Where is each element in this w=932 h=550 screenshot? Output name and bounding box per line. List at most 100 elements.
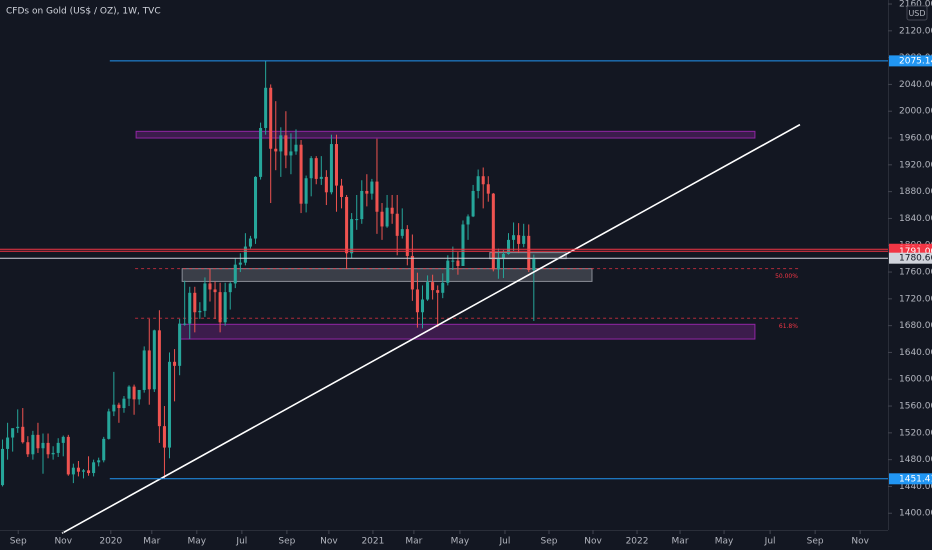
price-label: 1780.66 xyxy=(899,254,932,264)
candle-body xyxy=(380,211,384,227)
candle-body xyxy=(340,185,344,197)
price-label-box xyxy=(889,55,932,67)
y-tick-label: 1560.00 xyxy=(899,402,932,412)
candle-body xyxy=(501,253,505,258)
x-tick-label: 2022 xyxy=(626,537,649,547)
candle-body xyxy=(451,260,455,262)
candle-body xyxy=(481,176,485,185)
y-tick-label: 2040.00 xyxy=(899,80,932,90)
y-tick-label: 1480.00 xyxy=(899,455,932,465)
unit-box[interactable] xyxy=(906,5,928,21)
candle-body xyxy=(137,389,141,400)
x-tick-label: Sep xyxy=(807,537,824,547)
candle-body xyxy=(486,184,490,194)
candle-body xyxy=(329,144,333,193)
y-tick-label: 2120.00 xyxy=(899,26,932,36)
candle-body xyxy=(426,282,430,300)
candle-body xyxy=(11,428,15,438)
candle-body xyxy=(410,255,414,290)
candle-body xyxy=(61,436,65,443)
x-tick-label: 2021 xyxy=(361,537,384,547)
plot-area: 50.00% 61.8% xyxy=(0,60,888,535)
candle-body xyxy=(385,207,389,227)
candle-body xyxy=(466,216,470,225)
candle-body xyxy=(289,151,293,156)
x-tick-label: Jul xyxy=(499,537,511,547)
candle-body xyxy=(26,442,30,455)
zone xyxy=(179,323,756,340)
candle-body xyxy=(51,452,55,455)
price-label-box xyxy=(889,473,932,485)
candle-body xyxy=(223,292,227,323)
candle-body xyxy=(395,213,399,236)
candle-body xyxy=(107,411,111,439)
y-tick-label: 1680.00 xyxy=(899,321,932,331)
x-tick-label: Nov xyxy=(851,537,869,547)
candle-body xyxy=(264,87,268,128)
candle-body xyxy=(147,350,151,390)
candle-body xyxy=(6,437,10,449)
candle-body xyxy=(162,426,166,448)
y-tick-label: 1400.00 xyxy=(899,509,932,519)
candle-body xyxy=(324,176,328,193)
candle-body xyxy=(31,434,35,455)
candle-body xyxy=(198,310,202,313)
candle-body xyxy=(21,426,25,443)
x-tick-label: May xyxy=(451,537,470,547)
candle-body xyxy=(279,135,283,152)
y-tick-label: 1440.00 xyxy=(899,482,932,492)
candle-body xyxy=(274,148,278,152)
candle-body xyxy=(97,460,101,463)
candle-body xyxy=(46,442,50,455)
candle-body xyxy=(355,219,359,221)
candle-body xyxy=(228,283,232,293)
price-label: 2075.14 xyxy=(899,56,932,66)
y-tick-label: 1720.00 xyxy=(899,294,932,304)
candle-body xyxy=(152,330,156,390)
x-tick-label: Mar xyxy=(405,537,422,547)
x-tick-label: Mar xyxy=(143,537,160,547)
x-tick-label: Sep xyxy=(541,537,558,547)
x-tick-label: Jul xyxy=(764,537,776,547)
x-tick-label: Mar xyxy=(672,537,689,547)
price-label: 1791.00 xyxy=(899,247,932,257)
candle-body xyxy=(319,176,323,179)
candle-body xyxy=(66,436,70,475)
candle-body xyxy=(370,181,374,194)
candle-body xyxy=(76,467,80,472)
candle-body xyxy=(420,299,425,313)
candle-body xyxy=(345,196,349,254)
candle-body xyxy=(208,283,212,290)
candle-body xyxy=(254,176,258,239)
candle-body xyxy=(183,323,187,325)
candle-body xyxy=(56,442,60,453)
candle-body xyxy=(238,262,242,265)
candle-body xyxy=(178,323,182,366)
candle-body xyxy=(117,404,121,409)
y-tick-label: 1880.00 xyxy=(899,187,932,197)
candle-body xyxy=(259,127,263,177)
candle-body xyxy=(132,386,136,400)
fib-label: 50.00% xyxy=(775,273,798,280)
unit-label[interactable]: USD xyxy=(908,9,925,18)
candle-body xyxy=(71,467,75,475)
candle-body xyxy=(350,219,354,254)
candle-body xyxy=(142,350,146,390)
x-tick-label: Sep xyxy=(10,537,27,547)
x-tick-label: Nov xyxy=(584,537,602,547)
y-tick-label: 1600.00 xyxy=(899,375,932,385)
candle-body xyxy=(334,144,338,186)
candle-body xyxy=(431,282,435,291)
y-tick-label: 1840.00 xyxy=(899,214,932,224)
trendline xyxy=(61,123,801,535)
candle-body xyxy=(233,264,237,284)
candle-body xyxy=(400,229,404,236)
candle-body xyxy=(193,292,197,313)
candle-body xyxy=(461,224,465,267)
y-tick-label: 1640.00 xyxy=(899,348,932,358)
candle-body xyxy=(284,135,288,156)
x-tick-label: 2020 xyxy=(99,537,122,547)
